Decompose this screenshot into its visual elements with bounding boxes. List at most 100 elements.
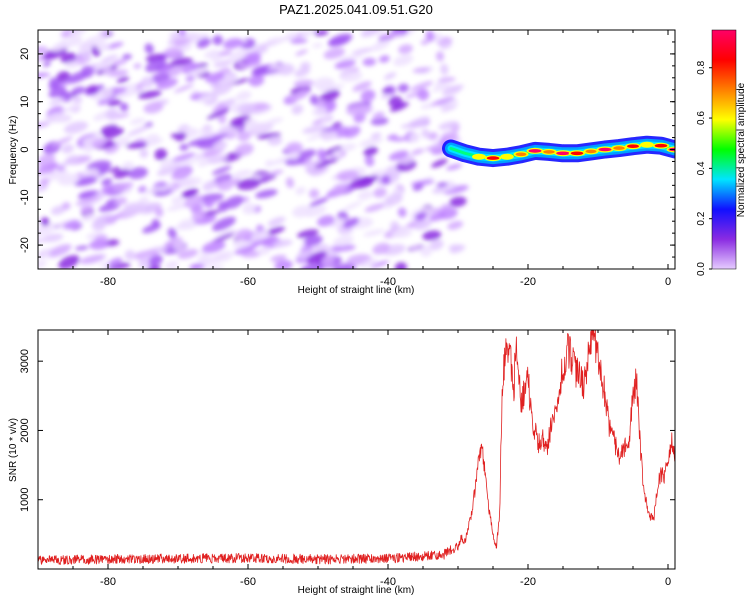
noise-blob (174, 132, 187, 142)
noise-blob (409, 132, 421, 143)
noise-blob (57, 162, 69, 168)
noise-blob (274, 259, 293, 269)
x-tick-label: 0 (665, 576, 671, 588)
noise-blob (156, 78, 178, 90)
noise-blob (185, 75, 195, 82)
noise-blob (362, 57, 377, 67)
colorbar-ticks: 0.0 0.2 0.4 0.6 0.8 (696, 60, 712, 276)
noise-blob (373, 187, 387, 198)
noise-blob (236, 178, 261, 191)
noise-blob (128, 167, 148, 180)
noise-blob (308, 188, 320, 199)
noise-blob (446, 163, 463, 171)
noise-blob (285, 177, 295, 189)
noise-blob (370, 132, 382, 139)
noise-blob (100, 124, 119, 135)
noise-blob (82, 213, 96, 222)
noise-blob (202, 180, 218, 191)
x-tick-label: -40 (380, 276, 396, 288)
noise-blob (159, 158, 176, 169)
noise-blob (304, 235, 323, 247)
noise-blob (89, 239, 109, 250)
noise-blob (96, 42, 110, 51)
noise-blob (69, 34, 83, 47)
noise-blob (171, 196, 184, 204)
noise-blob (341, 200, 363, 212)
noise-blob (414, 211, 427, 221)
colorbar-tick-label: 0.8 (696, 60, 707, 74)
noise-blob (213, 140, 227, 152)
y-tick-label: 10 (19, 96, 31, 108)
noise-blob (196, 37, 211, 49)
noise-blob (58, 255, 80, 269)
noise-blob (438, 102, 451, 108)
noise-blob (145, 58, 167, 73)
noise-blob (267, 37, 287, 44)
noise-blob (125, 142, 148, 149)
noise-blob (306, 131, 328, 141)
noise-blob (296, 249, 314, 259)
snr-plot-area (38, 330, 675, 569)
noise-blob (140, 76, 155, 88)
noise-blob (438, 121, 460, 131)
noise-blob (124, 249, 136, 261)
figure-title: PAZ1.2025.041.09.51.G20 (279, 2, 433, 17)
noise-blob (309, 94, 319, 105)
colorbar-tick-label: 0.2 (696, 211, 707, 225)
noise-blob (293, 79, 314, 88)
noise-blob (159, 184, 173, 192)
noise-blob (378, 32, 404, 39)
noise-blob (148, 255, 163, 266)
noise-blob (84, 147, 94, 153)
noise-blobs (38, 30, 469, 269)
noise-blob (360, 258, 378, 269)
noise-blob (290, 151, 300, 160)
noise-blob (380, 175, 391, 185)
noise-blob (72, 95, 83, 104)
noise-blob (167, 227, 177, 239)
noise-blob (63, 121, 89, 134)
noise-blob (154, 148, 168, 161)
noise-blob (60, 104, 82, 113)
noise-blob (421, 128, 430, 139)
noise-blob (448, 84, 465, 92)
noise-blob (319, 84, 345, 92)
noise-blob (42, 61, 52, 67)
noise-blob (75, 245, 89, 251)
noise-blob (122, 53, 132, 60)
noise-blob (197, 254, 210, 264)
noise-blob (359, 137, 384, 147)
noise-blob (334, 143, 357, 153)
noise-blob (411, 148, 425, 156)
noise-blob (333, 235, 354, 247)
noise-blob (424, 143, 448, 151)
noise-blob (56, 71, 71, 83)
noise-blob (438, 207, 458, 220)
noise-blob (101, 184, 117, 195)
noise-blob (412, 183, 424, 191)
noise-blob (410, 244, 421, 251)
y-tick-label: -10 (19, 189, 31, 205)
noise-blob (193, 152, 205, 161)
noise-blob (312, 106, 328, 116)
noise-blob (78, 45, 88, 56)
noise-blob (322, 131, 339, 142)
noise-blob (198, 126, 214, 135)
noise-blob (65, 155, 79, 165)
noise-blob (269, 169, 284, 176)
noise-blob (91, 138, 106, 148)
snr-panel: -80 -60 -40 -20 0 1000 2000 3000 Height of stra… (8, 329, 676, 596)
y-tick-label: 2000 (19, 418, 31, 442)
noise-blob (173, 37, 189, 47)
noise-blob (427, 132, 439, 141)
noise-blob (189, 263, 206, 269)
noise-blob (156, 164, 181, 176)
snr-series (38, 330, 675, 565)
noise-blob (213, 59, 234, 68)
noise-blob (69, 30, 87, 36)
snr-line (38, 330, 675, 565)
noise-blob (420, 103, 432, 110)
noise-blob (179, 143, 189, 151)
noise-blob (250, 230, 270, 241)
noise-blob (417, 88, 430, 101)
